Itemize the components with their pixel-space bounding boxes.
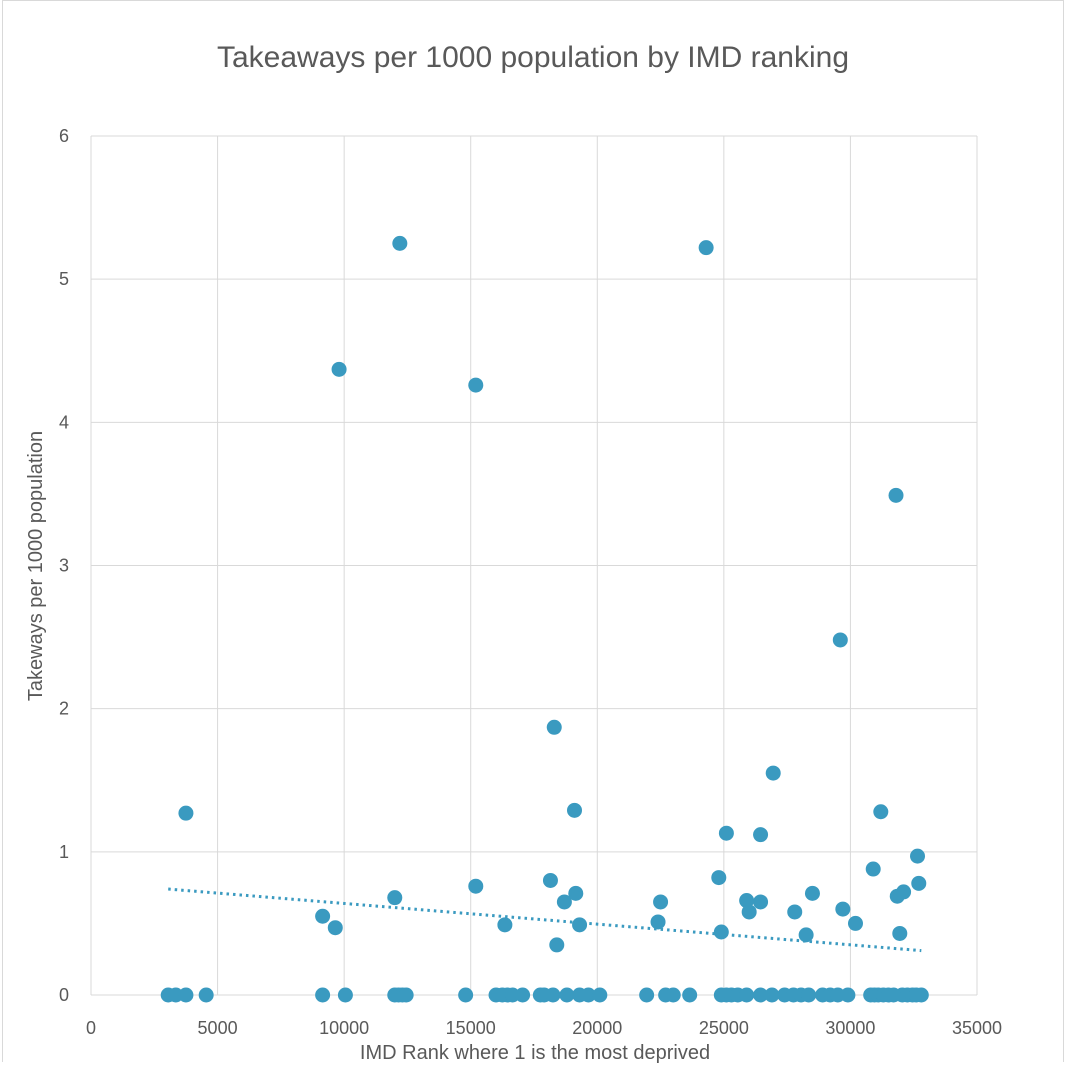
data-point <box>913 987 929 1003</box>
data-point <box>556 894 572 910</box>
y-tick-label: 2 <box>59 699 69 719</box>
data-point <box>458 987 474 1003</box>
grid-lines <box>90 135 978 996</box>
data-point <box>753 894 769 910</box>
data-point <box>741 904 757 920</box>
data-point <box>753 827 769 843</box>
data-point <box>497 917 513 933</box>
y-tick-label: 3 <box>59 556 69 576</box>
data-point <box>567 802 583 818</box>
x-tick-label: 0 <box>86 1018 96 1038</box>
data-point <box>178 805 194 821</box>
data-point <box>739 987 755 1003</box>
data-point <box>713 924 729 940</box>
data-point <box>698 240 714 256</box>
data-point <box>568 885 584 901</box>
chart-title: Takeaways per 1000 population by IMD ran… <box>217 41 849 74</box>
data-point <box>804 885 820 901</box>
y-tick-label: 6 <box>59 126 69 146</box>
data-point <box>653 894 669 910</box>
data-points <box>160 235 929 1003</box>
data-point <box>315 908 331 924</box>
data-point <box>801 987 817 1003</box>
x-tick-label: 25000 <box>699 1018 749 1038</box>
data-point <box>835 901 851 917</box>
data-point <box>468 878 484 894</box>
x-tick-label: 35000 <box>952 1018 1002 1038</box>
x-tick-label: 5000 <box>198 1018 238 1038</box>
data-point <box>911 875 927 891</box>
data-point <box>468 377 484 393</box>
data-point <box>682 987 698 1003</box>
data-point <box>832 632 848 648</box>
data-point <box>545 987 561 1003</box>
data-point <box>331 361 347 377</box>
x-tick-labels: 0 5000 10000 15000 20000 25000 30000 35000 <box>86 1018 1002 1038</box>
data-point <box>865 861 881 877</box>
data-point <box>546 719 562 735</box>
data-point <box>398 987 414 1003</box>
x-axis-label: IMD Rank where 1 is the most deprived <box>360 1042 710 1064</box>
y-tick-label: 4 <box>59 412 69 432</box>
y-axis-label: Takeways per 1000 population <box>25 431 47 701</box>
data-point <box>764 987 780 1003</box>
data-point <box>337 987 353 1003</box>
data-point <box>665 987 681 1003</box>
y-tick-label: 5 <box>59 269 69 289</box>
y-tick-labels: 0 1 2 3 4 5 6 <box>59 126 69 1005</box>
x-tick-label: 10000 <box>319 1018 369 1038</box>
data-point <box>787 904 803 920</box>
data-point <box>847 915 863 931</box>
data-point <box>873 804 889 820</box>
data-point <box>765 765 781 781</box>
data-point <box>542 872 558 888</box>
data-point <box>198 987 214 1003</box>
data-point <box>327 920 343 936</box>
data-point <box>392 235 408 251</box>
x-tick-label: 30000 <box>825 1018 875 1038</box>
data-point <box>798 927 814 943</box>
data-point <box>572 917 588 933</box>
data-point <box>549 937 565 953</box>
y-tick-label: 1 <box>59 842 69 862</box>
data-point <box>559 987 575 1003</box>
data-point <box>592 987 608 1003</box>
data-point <box>639 987 655 1003</box>
data-point <box>650 914 666 930</box>
x-tick-label: 15000 <box>446 1018 496 1038</box>
data-point <box>315 987 331 1003</box>
data-point <box>739 893 755 909</box>
x-tick-label: 20000 <box>572 1018 622 1038</box>
data-point <box>178 987 194 1003</box>
data-point <box>896 884 912 900</box>
data-point <box>580 987 596 1003</box>
data-point <box>711 870 727 886</box>
y-tick-label: 0 <box>59 985 69 1005</box>
trendline-path <box>168 887 922 953</box>
data-point <box>892 925 908 941</box>
data-point <box>840 987 856 1003</box>
data-point <box>515 987 531 1003</box>
trendline <box>168 887 922 953</box>
data-point <box>718 825 734 841</box>
data-point <box>753 987 769 1003</box>
data-point <box>888 487 904 503</box>
data-point <box>910 848 926 864</box>
data-point <box>387 890 403 906</box>
